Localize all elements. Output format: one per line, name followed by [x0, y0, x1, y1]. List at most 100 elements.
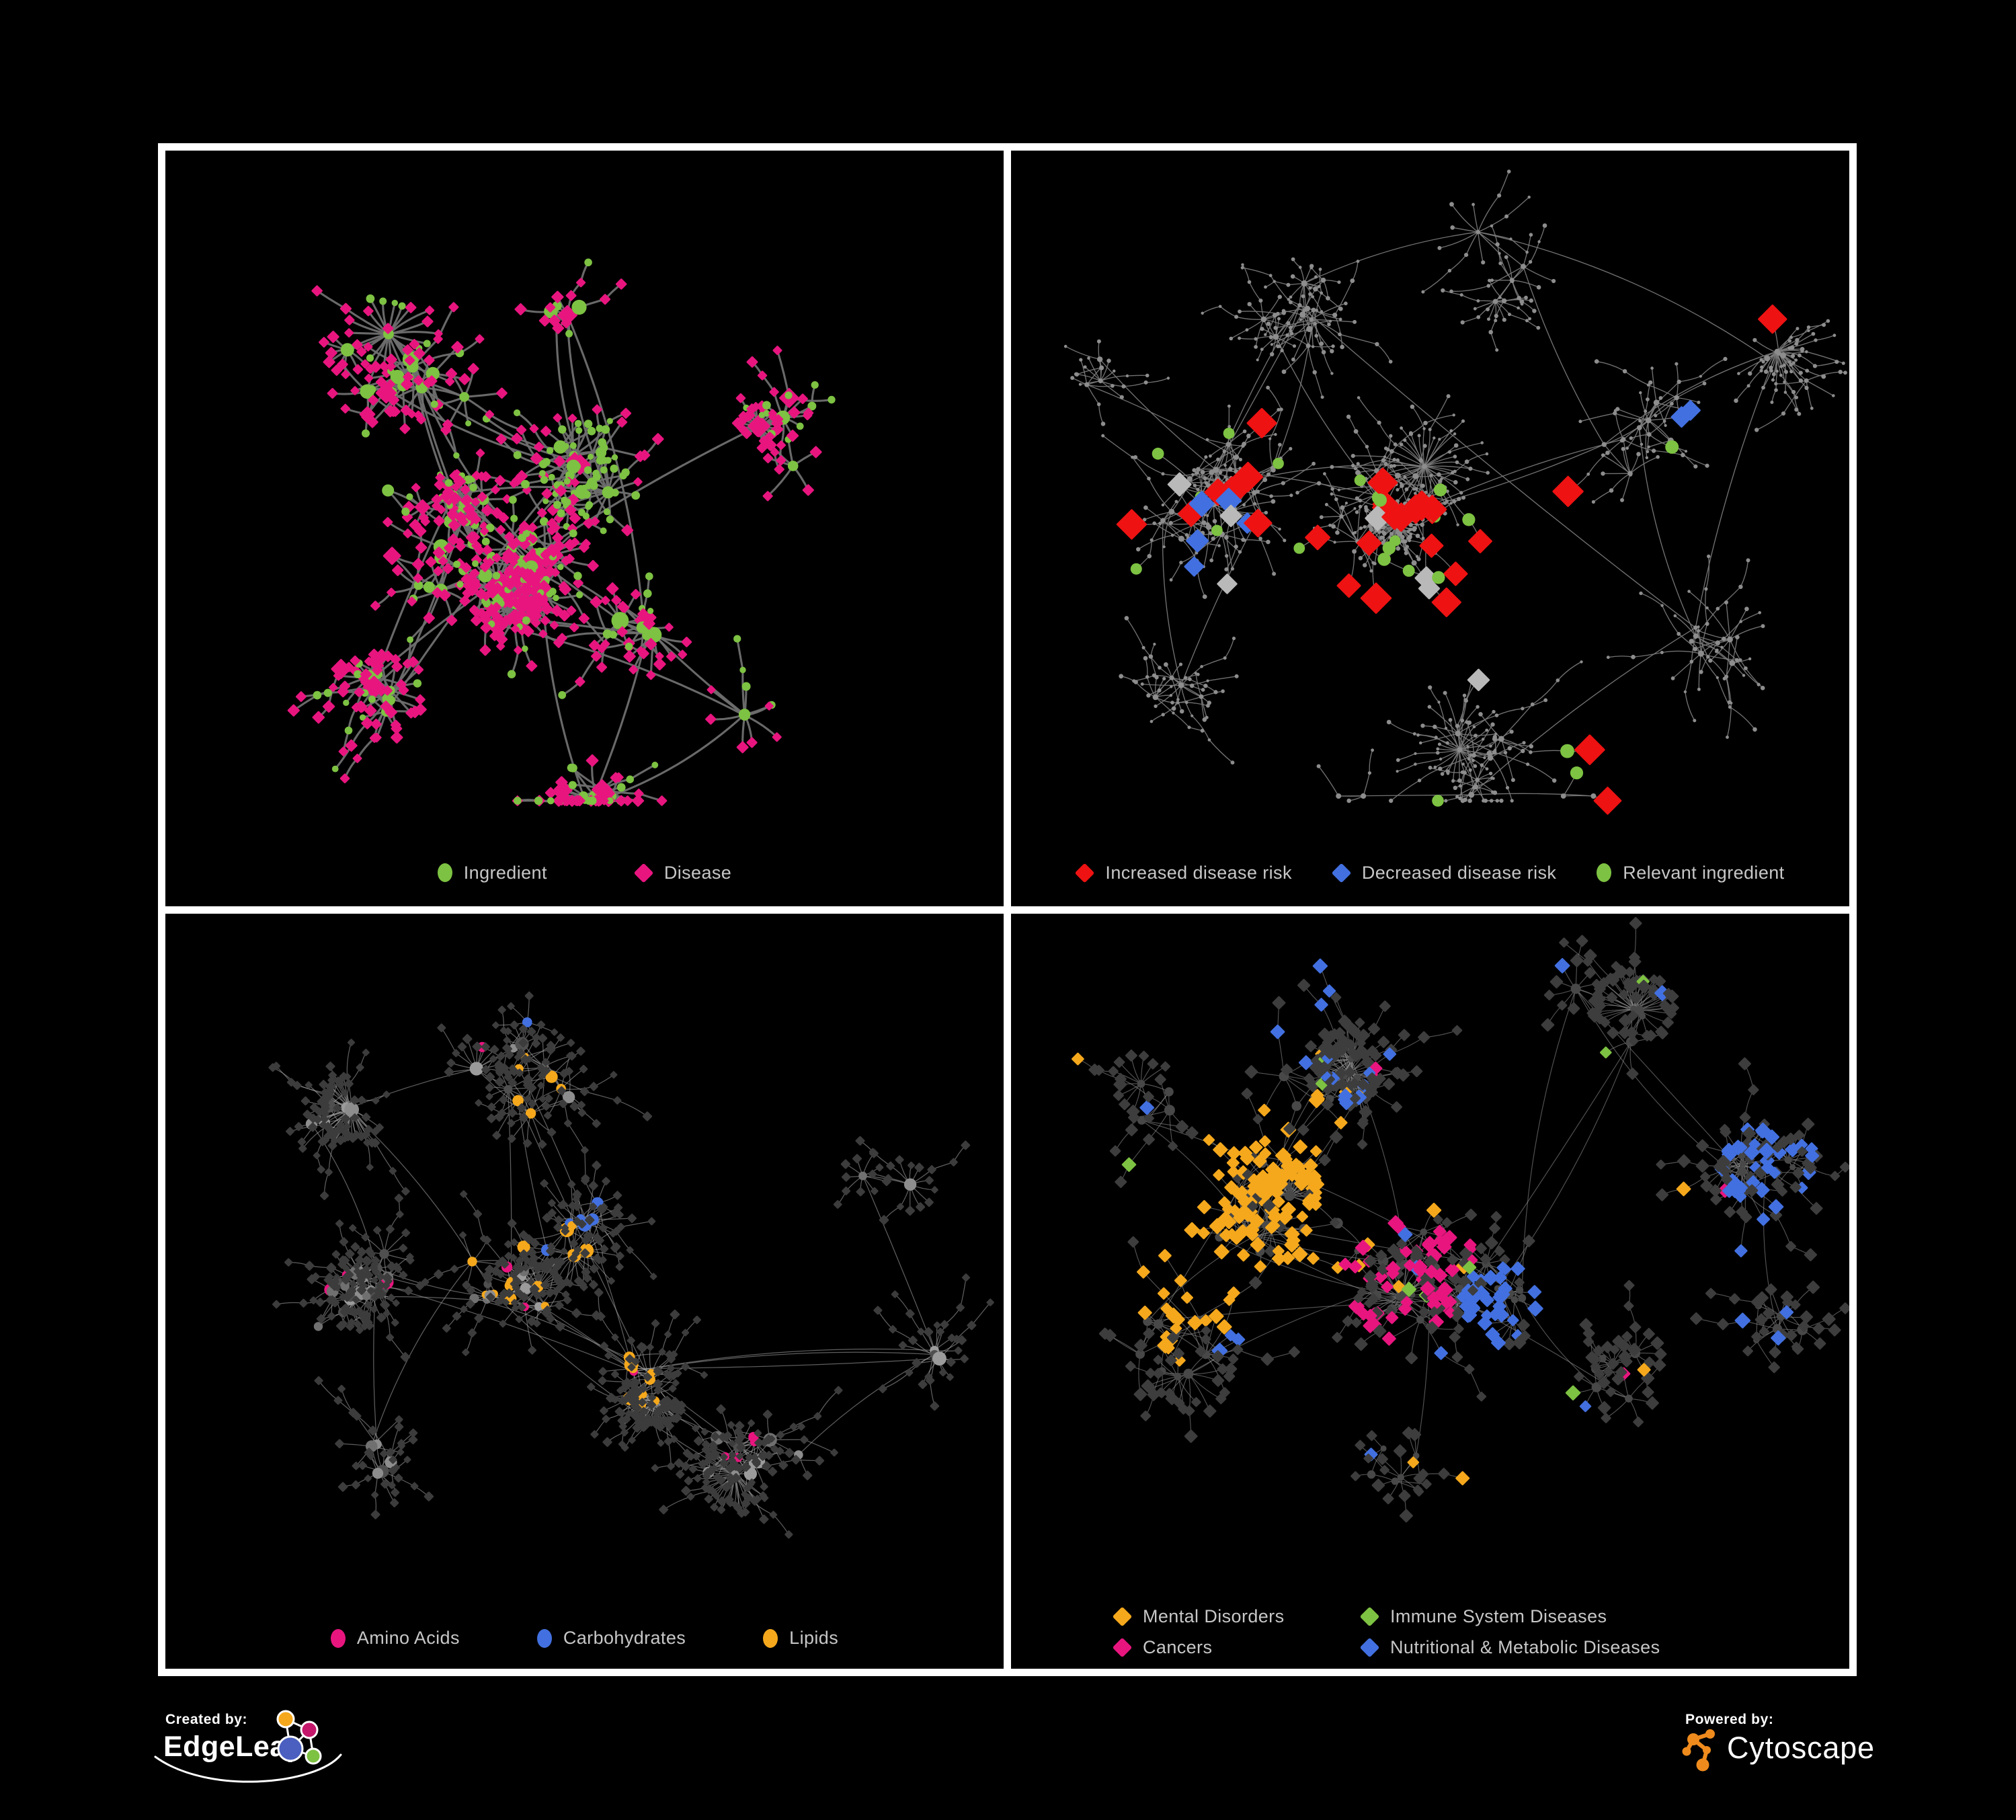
graph-node [491, 553, 502, 563]
graph-node [1184, 701, 1188, 705]
graph-node [1639, 391, 1642, 395]
graph-node [300, 1096, 311, 1105]
graph-edge [1102, 435, 1133, 458]
graph-node [1337, 280, 1341, 284]
graph-node [509, 479, 519, 488]
graph-node [494, 475, 506, 487]
graph-edge [1321, 344, 1332, 374]
graph-node [758, 411, 765, 418]
marker-node-increased-disease-risk [1421, 498, 1446, 523]
graph-node [571, 299, 587, 315]
graph-node [647, 608, 654, 615]
graph-node [1125, 374, 1129, 378]
graph-edge [1676, 383, 1705, 399]
graph-node [1498, 736, 1504, 742]
graph-node [1645, 417, 1652, 424]
graph-node [558, 581, 569, 592]
graph-node [471, 514, 481, 524]
graph-node [1305, 343, 1311, 348]
graph-node [600, 466, 608, 474]
graph-node [614, 617, 620, 624]
legend-label: Increased disease risk [1105, 862, 1292, 883]
marker-node-relevant-ingredient [1354, 474, 1366, 486]
graph-node [460, 484, 471, 495]
graph-node [1443, 502, 1447, 506]
graph-node [1298, 266, 1302, 269]
graph-node [1083, 365, 1087, 369]
graph-edge [1419, 768, 1441, 781]
graph-node [1494, 319, 1498, 323]
graph-node [797, 393, 808, 404]
graph-node [1201, 520, 1207, 525]
marker-node-increased-disease-risk [1468, 529, 1492, 553]
graph-edge [1645, 420, 1649, 458]
graph-node [1367, 771, 1371, 775]
marker-node-decreased-disease-risk [1215, 487, 1242, 514]
graph-node [1420, 723, 1425, 728]
graph-edge [318, 1380, 339, 1400]
graph-node [574, 1275, 583, 1285]
graph-node [433, 515, 445, 527]
graph-edge [1366, 446, 1377, 471]
graph-node [1309, 317, 1314, 322]
graph-node [616, 626, 628, 637]
graph-edge [1224, 638, 1235, 659]
graph-node [527, 1277, 535, 1285]
graph-node [1308, 292, 1312, 296]
graph-edge [1207, 676, 1237, 682]
graph-node [1724, 674, 1729, 679]
graph-node [350, 1095, 360, 1105]
graph-node [551, 604, 563, 617]
graph-node [1326, 296, 1330, 301]
graph-node [517, 1240, 530, 1253]
graph-edge [1314, 372, 1323, 397]
graph-node [1201, 688, 1205, 692]
graph-node [1594, 359, 1599, 364]
graph-node [1063, 344, 1067, 348]
graph-node [1737, 372, 1740, 375]
graph-node [1498, 251, 1501, 255]
graph-edge [1160, 522, 1205, 525]
graph-node [1486, 471, 1490, 475]
graph-node [591, 651, 602, 662]
graph-node [1355, 496, 1359, 501]
graph-node [1605, 450, 1610, 455]
graph-edge [1201, 658, 1225, 668]
graph-node [655, 651, 664, 661]
graph-edge [388, 330, 439, 335]
graph-node [1338, 317, 1342, 321]
graph-node [520, 1282, 532, 1294]
graph-node [1689, 639, 1694, 644]
graph-node [1268, 437, 1272, 440]
graph-node [1504, 255, 1508, 260]
graph-node [426, 366, 440, 381]
graph-node [496, 641, 506, 651]
graph-edge [356, 737, 376, 759]
graph-edge [571, 418, 575, 456]
graph-node [522, 645, 528, 652]
graph-node [425, 556, 437, 567]
graph-edge [1521, 301, 1535, 311]
graph-node [1490, 278, 1494, 282]
graph-node [1170, 701, 1174, 705]
graph-node [616, 600, 629, 612]
graph-node [376, 1312, 387, 1322]
graph-node [1519, 299, 1525, 305]
graph-node [1415, 555, 1419, 558]
graph-node [1224, 567, 1229, 571]
graph-node [1299, 318, 1303, 321]
graph-node [1459, 491, 1463, 495]
graph-node [440, 424, 452, 436]
graph-node [1211, 537, 1215, 541]
graph-node [1281, 481, 1285, 485]
graph-node [1332, 313, 1338, 318]
graph-node [438, 589, 451, 602]
graph-node [478, 568, 493, 582]
graph-node [1241, 263, 1244, 266]
graph-node [350, 386, 360, 395]
graph-node [1168, 520, 1173, 526]
graph-edge [1735, 385, 1749, 401]
graph-node [1150, 538, 1154, 542]
graph-edge [1532, 680, 1558, 705]
graph-node [772, 346, 782, 356]
